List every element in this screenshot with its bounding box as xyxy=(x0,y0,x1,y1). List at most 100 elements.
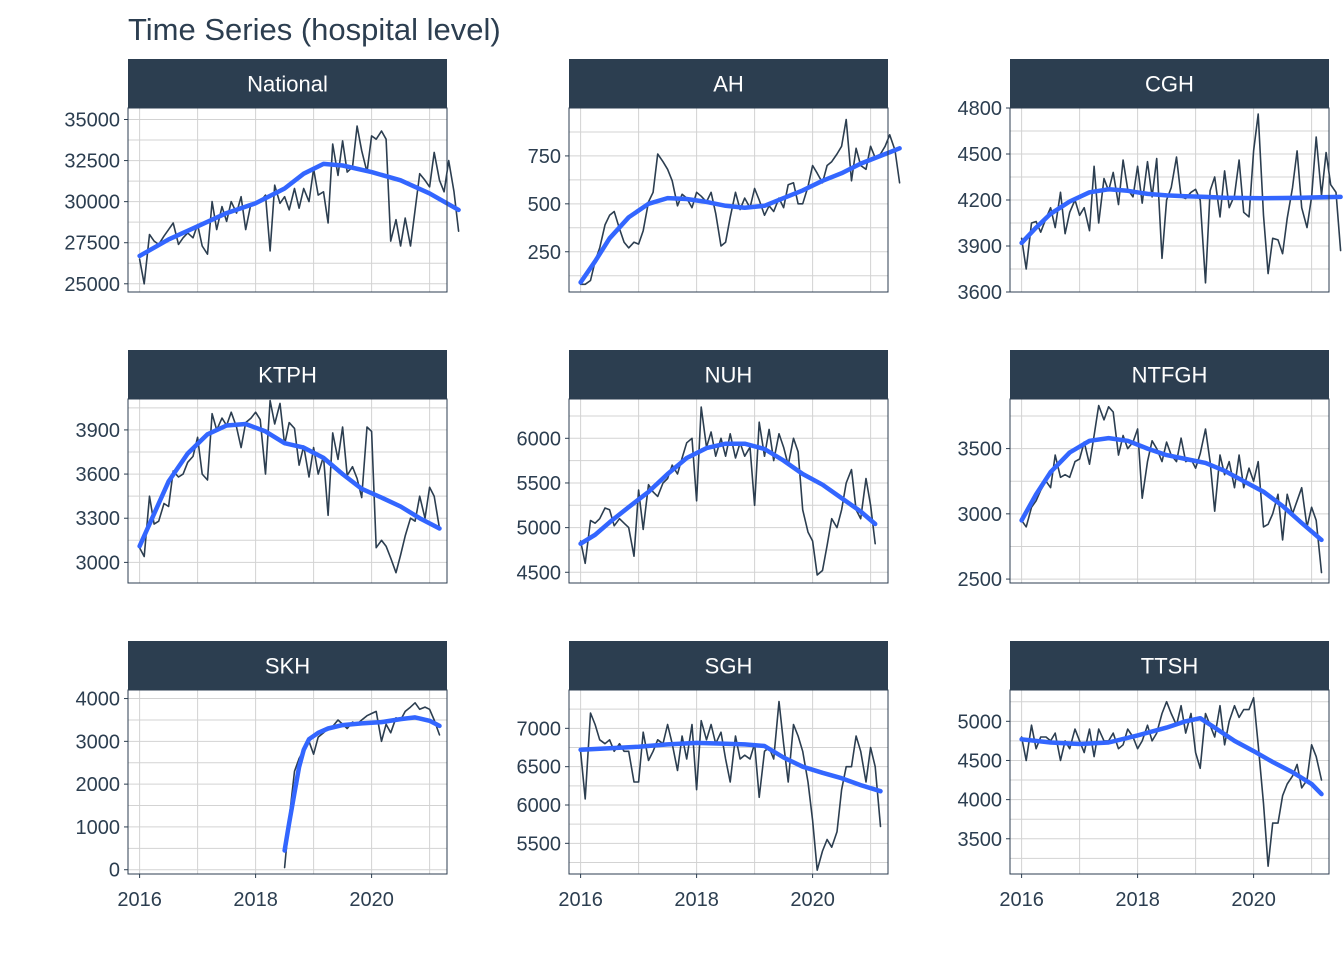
facet-strip-label: KTPH xyxy=(258,363,317,388)
facet-strip xyxy=(1010,350,1329,399)
series-line-trend xyxy=(1019,187,1343,246)
x-tick-label: 2020 xyxy=(349,889,394,911)
series-line-raw xyxy=(283,701,441,869)
facet-strip-label: NUH xyxy=(705,363,753,388)
y-tick-label: 4000 xyxy=(76,689,121,711)
facet-panel-border xyxy=(127,398,448,584)
y-tick-label: 6000 xyxy=(517,795,562,817)
y-tick-label: 5500 xyxy=(517,833,562,855)
series-line-trend xyxy=(1019,715,1324,797)
x-tick-label: 2016 xyxy=(999,889,1044,911)
facet-strip-label: CGH xyxy=(1145,72,1194,97)
facet-strip-label: SGH xyxy=(705,654,753,679)
facet-panel-background xyxy=(569,399,888,583)
facet-strip xyxy=(1010,59,1329,108)
series-line-trend xyxy=(282,715,442,853)
series-line-raw xyxy=(138,399,441,574)
facet-strip-label: SKH xyxy=(265,654,310,679)
y-tick-label: 5000 xyxy=(517,518,562,540)
x-tick-label: 2016 xyxy=(117,889,162,911)
series-line-trend xyxy=(137,421,442,549)
facet-panel-border xyxy=(1009,107,1330,293)
y-tick-label: 2500 xyxy=(958,569,1003,591)
y-tick-label: 3600 xyxy=(76,464,121,486)
series-line-raw xyxy=(138,125,460,285)
facet-strip-label: NTFGH xyxy=(1132,363,1208,388)
x-tick-label: 2018 xyxy=(233,889,278,911)
chart-title: Time Series (hospital level) xyxy=(128,12,501,47)
y-tick-label: 750 xyxy=(528,146,561,168)
y-tick-label: 3300 xyxy=(76,508,121,530)
facet-strip-label: TTSH xyxy=(1141,654,1198,679)
facet-panel-skh: SKH 0 1000 2000 3000 4000 2016 2018 2020 xyxy=(76,641,448,911)
facet-panel-ah: AH 250 500 750 xyxy=(528,59,902,293)
y-tick-label: 3500 xyxy=(958,829,1003,851)
facet-panel-border xyxy=(1009,689,1330,875)
series-line-trend xyxy=(1019,435,1324,543)
facet-panel-background xyxy=(128,108,447,292)
facet-strip xyxy=(128,641,447,690)
y-tick-label: 3000 xyxy=(76,731,121,753)
y-tick-label: 35000 xyxy=(64,110,120,132)
y-tick-label: 250 xyxy=(528,242,561,264)
y-tick-label: 5000 xyxy=(958,711,1003,733)
facet-panel-background xyxy=(1010,690,1329,874)
series-line-raw xyxy=(579,118,901,286)
facet-strip xyxy=(569,59,888,108)
facet-panel-ntfgh: NTFGH 2500 3000 3500 xyxy=(958,350,1330,591)
series-line-trend xyxy=(578,740,883,794)
x-tick-label: 2018 xyxy=(674,889,719,911)
y-tick-label: 1000 xyxy=(76,817,121,839)
y-tick-label: 32500 xyxy=(64,151,120,173)
facet-strip xyxy=(128,59,447,108)
y-tick-label: 25000 xyxy=(64,274,120,296)
y-tick-label: 4500 xyxy=(958,144,1003,166)
facet-strip-label: AH xyxy=(713,72,744,97)
y-tick-label: 3000 xyxy=(958,504,1003,526)
facet-panel-ktph: KTPH 3000 3300 3600 3900 xyxy=(76,350,448,584)
y-tick-label: 3900 xyxy=(958,236,1003,258)
facet-strip xyxy=(569,350,888,399)
facet-panel-cgh: CGH 3600 3900 4200 4500 4800 xyxy=(958,59,1343,304)
facet-panel-border xyxy=(1009,398,1330,584)
facet-panel-border xyxy=(568,689,889,875)
facet-panel-ttsh: TTSH 3500 4000 4500 5000 2016 2018 2020 xyxy=(958,641,1330,911)
y-tick-label: 5500 xyxy=(517,473,562,495)
y-tick-label: 4500 xyxy=(958,750,1003,772)
facet-strip xyxy=(128,350,447,399)
series-line-raw xyxy=(579,700,882,872)
facet-panel-nuh: NUH 4500 5000 5500 6000 xyxy=(517,350,889,584)
facet-panel-background xyxy=(569,108,888,292)
facet-panel-background xyxy=(128,399,447,583)
y-tick-label: 2000 xyxy=(76,774,121,796)
facet-strip xyxy=(1010,641,1329,690)
y-tick-label: 3500 xyxy=(958,439,1003,461)
y-tick-label: 6000 xyxy=(517,428,562,450)
series-line-trend xyxy=(137,161,461,259)
y-tick-label: 3000 xyxy=(76,552,121,574)
y-tick-label: 4500 xyxy=(517,562,562,584)
y-tick-label: 4000 xyxy=(958,790,1003,812)
facet-panel-border xyxy=(568,107,889,293)
facet-panel-border xyxy=(568,398,889,584)
facet-panel-national: National 25000 27500 30000 32500 35000 xyxy=(64,59,461,296)
series-line-trend xyxy=(578,441,878,546)
y-tick-label: 4200 xyxy=(958,190,1003,212)
facet-panel-border xyxy=(127,689,448,875)
y-tick-label: 500 xyxy=(528,194,561,216)
y-tick-label: 0 xyxy=(109,860,120,882)
y-tick-label: 3900 xyxy=(76,420,121,442)
facet-panel-border xyxy=(127,107,448,293)
x-tick-label: 2020 xyxy=(790,889,835,911)
y-tick-label: 4800 xyxy=(958,98,1003,120)
x-tick-label: 2018 xyxy=(1115,889,1160,911)
x-tick-label: 2016 xyxy=(558,889,603,911)
facet-strip xyxy=(569,641,888,690)
series-line-trend xyxy=(578,146,902,285)
x-tick-label: 2020 xyxy=(1231,889,1276,911)
y-tick-label: 3600 xyxy=(958,282,1003,304)
y-tick-label: 30000 xyxy=(64,192,120,214)
facet-strip-label: National xyxy=(247,72,328,97)
facet-panel-background xyxy=(1010,399,1329,583)
